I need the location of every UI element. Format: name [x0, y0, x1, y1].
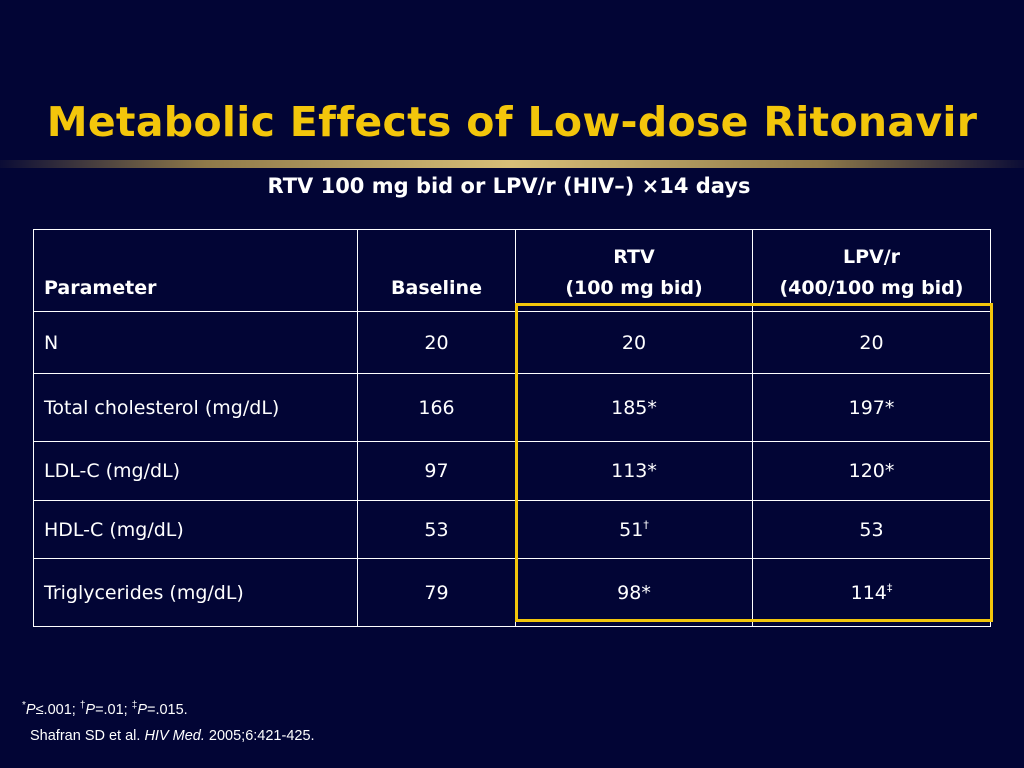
cell-parameter: Total cholesterol (mg/dL) — [33, 373, 358, 442]
cell-lpv: 53 — [752, 500, 991, 559]
cell-lpv: 120* — [752, 441, 991, 501]
cell-baseline: 79 — [357, 558, 516, 627]
cell-rtv: 20 — [515, 311, 753, 374]
table-header-row: Parameter Baseline RTV (100 mg bid) LPV/… — [33, 229, 991, 312]
cell-rtv: 185* — [515, 373, 753, 442]
reference-citation: Shafran SD et al. HIV Med. 2005;6:421-42… — [30, 728, 315, 744]
cell-baseline: 20 — [357, 311, 516, 374]
header-rtv-line2: (100 mg bid) — [565, 277, 703, 299]
cell-lpv: 114‡ — [752, 558, 991, 627]
cell-rtv: 98* — [515, 558, 753, 627]
header-rtv-line1: RTV — [613, 246, 655, 268]
cell-parameter: HDL-C (mg/dL) — [33, 500, 358, 559]
table-row: Triglycerides (mg/dL) 79 98* 114‡ — [33, 558, 991, 627]
significance-footnote: *P≤.001; †P=.01; ‡P=.015. — [22, 700, 188, 718]
slide-title: Metabolic Effects of Low-dose Ritonavir — [46, 98, 978, 146]
header-baseline: Baseline — [357, 229, 516, 312]
slide-subtitle: RTV 100 mg bid or LPV/r (HIV–) ×14 days — [267, 174, 751, 198]
cell-lpv: 20 — [752, 311, 991, 374]
header-lpv-line1: LPV/r — [842, 246, 901, 268]
header-lpv: LPV/r (400/100 mg bid) — [752, 229, 991, 312]
table-row: LDL-C (mg/dL) 97 113* 120* — [33, 441, 991, 501]
header-rtv: RTV (100 mg bid) — [515, 229, 753, 312]
cell-lpv: 197* — [752, 373, 991, 442]
cell-rtv: 51† — [515, 500, 753, 559]
table-row: Total cholesterol (mg/dL) 166 185* 197* — [33, 373, 991, 442]
cell-rtv: 113* — [515, 441, 753, 501]
title-divider — [0, 160, 1024, 168]
table-row: N 20 20 20 — [33, 311, 991, 374]
cell-parameter: Triglycerides (mg/dL) — [33, 558, 358, 627]
cell-baseline: 97 — [357, 441, 516, 501]
table-row: HDL-C (mg/dL) 53 51† 53 — [33, 500, 991, 559]
header-lpv-line2: (400/100 mg bid) — [779, 277, 964, 299]
cell-baseline: 53 — [357, 500, 516, 559]
cell-parameter: LDL-C (mg/dL) — [33, 441, 358, 501]
lipid-table: Parameter Baseline RTV (100 mg bid) LPV/… — [33, 229, 991, 627]
cell-parameter: N — [33, 311, 358, 374]
header-parameter: Parameter — [33, 229, 358, 312]
cell-baseline: 166 — [357, 373, 516, 442]
